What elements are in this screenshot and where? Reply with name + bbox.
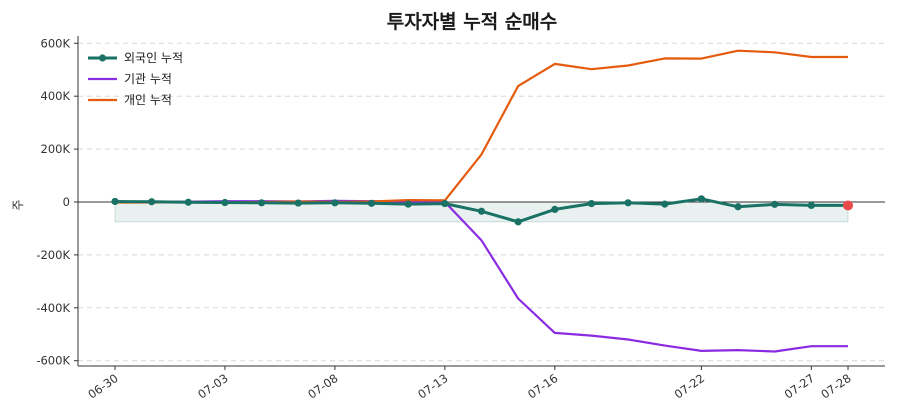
axes xyxy=(77,36,885,367)
legend-marker xyxy=(98,54,107,62)
series-point xyxy=(111,197,119,206)
y-tick-label: -600K xyxy=(36,354,70,368)
y-tick-labels: -600K -400K -200K 0 200K 400K 600K xyxy=(36,36,78,368)
series-point xyxy=(294,199,302,207)
y-axis-label: 주 xyxy=(11,199,25,210)
y-tick-label: 0 xyxy=(63,195,70,209)
series-point xyxy=(551,205,559,214)
x-tick-label: 06-30 xyxy=(85,371,120,402)
series-line-2 xyxy=(114,199,848,353)
series-point xyxy=(661,200,669,208)
y-tick-label: 400K xyxy=(41,89,71,103)
series-point xyxy=(441,199,449,208)
y-tick-label: 600K xyxy=(41,36,71,50)
y-tick-label: 200K xyxy=(41,142,71,156)
x-tick-label: 07-27 xyxy=(782,371,817,402)
series-point xyxy=(807,201,815,210)
y-tick-label: -200K xyxy=(36,248,70,262)
last-point-highlight xyxy=(843,200,853,211)
series-point xyxy=(587,199,596,208)
x-tick-label: 07-28 xyxy=(818,371,853,402)
series-point xyxy=(514,218,522,226)
series-lines xyxy=(111,49,853,353)
series-point xyxy=(258,199,266,207)
x-tick-label: 07-22 xyxy=(672,371,707,402)
x-tick-labels: 06-30 07-03 07-08 07-13 07-16 07-22 07-27 07-28 xyxy=(85,366,854,402)
chart-title: 투자자별 누적 순매수 xyxy=(387,11,558,33)
y-tick-label: -400K xyxy=(36,301,70,315)
series-point xyxy=(404,200,412,208)
series-point xyxy=(771,200,779,208)
series-line-3 xyxy=(115,49,848,204)
x-tick-label: 07-08 xyxy=(305,371,340,402)
x-tick-label: 07-03 xyxy=(195,371,230,402)
x-tick-label: 07-16 xyxy=(525,371,560,402)
x-tick-label: 07-13 xyxy=(415,371,450,402)
series-point xyxy=(367,199,376,207)
series-point xyxy=(148,198,156,206)
legend-label: 개인 누적 xyxy=(124,93,172,107)
series-point xyxy=(477,207,486,215)
series-point xyxy=(331,199,339,207)
series-point xyxy=(624,199,632,207)
legend-label: 기관 누적 xyxy=(124,72,172,86)
series-point xyxy=(734,203,742,211)
legend-label: 외국인 누적 xyxy=(124,51,183,65)
series-point xyxy=(221,198,229,207)
series-point xyxy=(697,195,706,203)
series-point xyxy=(184,198,192,206)
